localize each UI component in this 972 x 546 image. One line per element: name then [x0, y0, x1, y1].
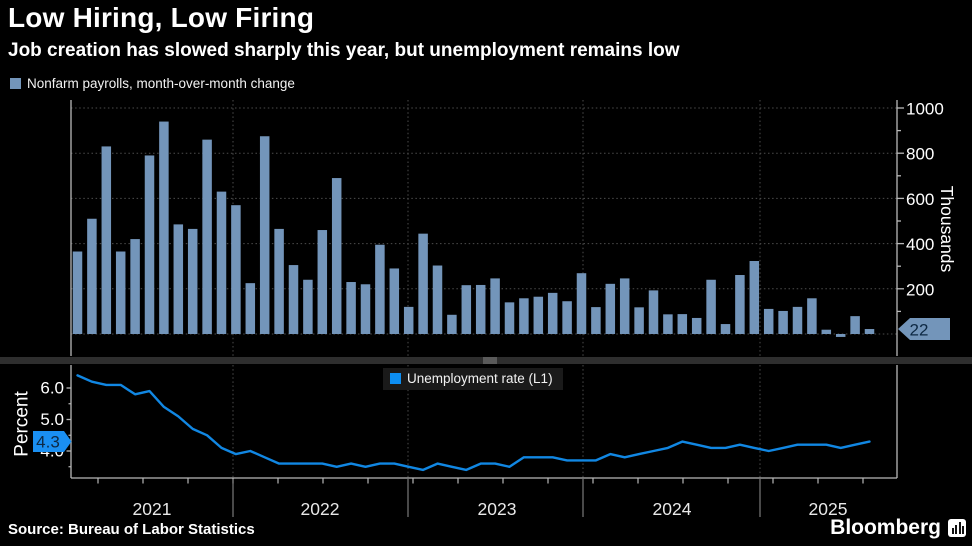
payroll-bar	[691, 317, 702, 334]
payroll-bar	[231, 205, 241, 334]
bloomberg-logo: Bloomberg	[830, 516, 966, 540]
payroll-bar	[835, 334, 846, 337]
payroll-bar	[663, 314, 673, 334]
thousands-axis-label: Thousands	[937, 186, 957, 273]
payroll-bar	[173, 224, 184, 334]
payroll-bar	[605, 283, 616, 334]
payroll-bar	[490, 278, 500, 334]
payroll-bar	[591, 307, 601, 334]
page-subtitle: Job creation has slowed sharply this yea…	[8, 40, 680, 61]
payroll-bar	[115, 251, 126, 334]
payroll-bar	[763, 308, 774, 334]
payroll-bar	[317, 230, 328, 334]
payroll-bar	[706, 279, 716, 334]
payroll-bar	[303, 279, 313, 334]
right-axis-tick-label: 800	[906, 145, 934, 164]
payroll-bar	[87, 218, 97, 334]
left-axis-tick-label: 5.0	[40, 410, 64, 429]
payroll-bar	[792, 306, 803, 334]
payroll-bar	[202, 139, 212, 334]
payroll-bar	[461, 285, 472, 334]
unemployment-last-value-label: 4.3	[36, 433, 60, 452]
payroll-bar	[245, 283, 256, 334]
payroll-bar	[850, 316, 860, 334]
source-note: Source: Bureau of Labor Statistics	[8, 521, 255, 538]
payroll-bar	[504, 302, 515, 334]
payroll-bar	[216, 191, 227, 334]
payroll-bar	[533, 296, 544, 334]
payroll-bar	[389, 268, 400, 334]
payroll-bar	[475, 284, 486, 334]
payroll-bar	[274, 228, 284, 334]
bloomberg-wordmark: Bloomberg	[830, 516, 941, 539]
payroll-bar	[432, 265, 443, 334]
panel-separator-handle-icon[interactable]	[483, 357, 497, 364]
payroll-bar	[360, 284, 371, 334]
unemployment-last-value-tag	[33, 431, 72, 452]
payroll-bar	[288, 265, 299, 334]
payrolls-legend: Nonfarm payrolls, month-over-month chang…	[10, 76, 295, 91]
payroll-bar	[375, 244, 385, 334]
payroll-bar	[807, 298, 817, 334]
percent-axis-label: Percent	[12, 391, 33, 457]
unemployment-legend-label: Unemployment rate (L1)	[407, 371, 553, 386]
payroll-bar	[331, 178, 342, 334]
payroll-bar	[720, 324, 731, 334]
payroll-bar	[821, 329, 832, 334]
payroll-bar	[346, 282, 356, 334]
payroll-bar	[130, 239, 140, 334]
payroll-bar	[677, 314, 688, 334]
page-title: Low Hiring, Low Firing	[8, 2, 315, 33]
payroll-bar	[101, 146, 112, 334]
payroll-bar	[634, 307, 644, 334]
year-label: 2025	[809, 499, 848, 519]
year-label: 2021	[133, 499, 172, 519]
right-axis-tick-label: 200	[906, 280, 934, 299]
unemployment-line	[76, 374, 871, 472]
left-axis-tick-label: 6.0	[40, 379, 64, 398]
payroll-bar	[159, 121, 169, 334]
payroll-bar	[418, 233, 428, 334]
right-axis-tick-label: 600	[906, 190, 934, 209]
bloomberg-terminal-icon	[948, 519, 966, 537]
payroll-bar	[187, 228, 198, 334]
payroll-bar	[864, 329, 875, 334]
unemployment-legend: Unemployment rate (L1)	[383, 368, 563, 390]
payroll-bar	[735, 275, 745, 334]
payrolls-legend-swatch-icon	[10, 78, 21, 89]
payroll-bar	[648, 290, 659, 334]
payroll-bar	[259, 136, 270, 334]
right-axis-tick-label: 1000	[906, 100, 944, 119]
payroll-bar	[547, 292, 558, 334]
payroll-bar	[562, 301, 572, 334]
payroll-bar	[403, 306, 414, 334]
payrolls-last-value-tag	[898, 318, 950, 340]
payroll-bar	[447, 314, 457, 334]
unemployment-legend-swatch-icon	[390, 373, 401, 384]
year-label: 2022	[301, 499, 340, 519]
payroll-bar	[778, 310, 788, 334]
payrolls-legend-label: Nonfarm payrolls, month-over-month chang…	[27, 76, 295, 91]
payroll-bar	[519, 298, 529, 334]
year-label: 2024	[653, 499, 692, 519]
year-label: 2023	[478, 499, 517, 519]
payrolls-last-value-label: 22	[910, 321, 929, 340]
payroll-bar	[619, 278, 630, 334]
payroll-bar	[576, 273, 587, 334]
payroll-bar	[749, 261, 760, 334]
payroll-bar	[144, 155, 155, 334]
payroll-bar	[72, 251, 83, 334]
right-axis-tick-label: 400	[906, 235, 934, 254]
